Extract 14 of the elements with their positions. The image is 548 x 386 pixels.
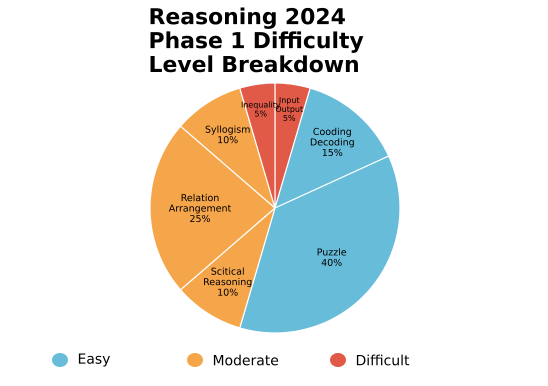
slice-label: Puzzle [318,248,346,256]
slice-label: Scitical Reasoning [204,267,252,288]
data-label: 40% [322,258,342,266]
text: Moderate [214,354,278,366]
text: Difficult [356,354,410,366]
data-label: 15% [322,148,342,156]
slice-label: Relation Arrangement [168,194,232,214]
slice-label: Cooding Decoding [310,128,354,148]
chart-title: Reasoning 2024 Phase 1 Difficulty Level Breakdown [150,8,364,72]
slice-label: Syllogism [206,126,250,135]
data-label: 25% [190,214,210,222]
data-label: 10% [218,288,238,296]
data-label: 10% [218,136,238,144]
text: Easy [78,353,110,367]
